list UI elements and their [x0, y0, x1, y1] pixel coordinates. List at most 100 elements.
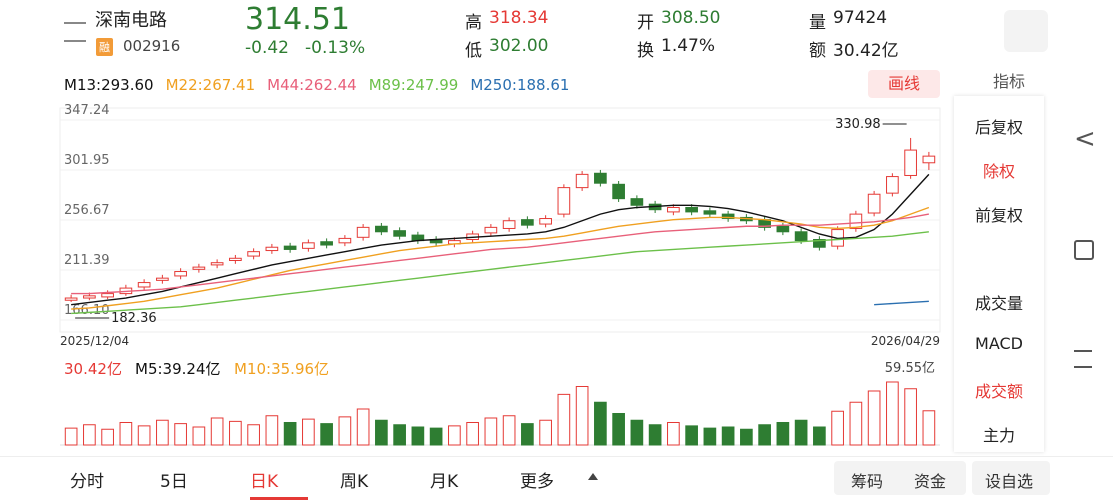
ma-line	[874, 300, 929, 306]
candle-body	[557, 187, 571, 215]
menu-icon[interactable]	[64, 22, 86, 42]
tab-underline	[250, 497, 308, 500]
volume-ma5: M5:39.24亿	[135, 360, 220, 378]
device-button[interactable]	[1004, 10, 1048, 52]
action-button[interactable]: 资金	[914, 472, 947, 491]
volume-bar	[758, 424, 771, 446]
candle-body	[137, 282, 151, 288]
tab[interactable]: 月K	[430, 472, 459, 492]
volume-bar	[429, 427, 443, 446]
volume-bar	[502, 415, 516, 446]
y-tick-label: 301.95	[64, 153, 110, 168]
volume-bar	[904, 388, 917, 446]
candle-body	[813, 239, 826, 248]
volume-bar	[849, 401, 863, 446]
volume-bar	[283, 421, 297, 446]
recent-icon[interactable]	[1074, 350, 1092, 368]
tab[interactable]: 更多	[520, 472, 554, 492]
volume-bar	[156, 419, 169, 446]
candle-body	[174, 271, 187, 277]
candle-body	[594, 172, 607, 184]
candle-body	[247, 251, 260, 257]
side-menu-item[interactable]: 成交额	[974, 382, 1023, 401]
stat-label: 量	[809, 13, 826, 33]
candle-body	[867, 193, 881, 214]
volume-bar	[703, 427, 717, 446]
volume-bar	[612, 412, 625, 446]
home-icon[interactable]	[1074, 240, 1094, 260]
tab-bar: 分时 5日 日K 周K 月K 更多 筹码 资金 设自选	[0, 456, 1113, 501]
x-start-label: 2025/12/04	[60, 334, 129, 348]
volume-bar	[776, 421, 790, 446]
more-arrow	[588, 473, 598, 480]
stock-code: 002916	[123, 37, 181, 55]
tab[interactable]: 5日	[160, 472, 188, 492]
candle-body	[575, 173, 589, 189]
candle-body	[375, 225, 388, 233]
ma-legend: M22:267.41	[166, 76, 256, 94]
action-button[interactable]: 筹码	[851, 472, 884, 491]
candle-body	[630, 198, 644, 206]
side-menu: 后复权除权前复权成交量 MACD 成交额主力	[954, 96, 1044, 452]
candle-body	[302, 242, 315, 249]
stat-value: 308.50	[661, 8, 721, 28]
stat-value: 30.42亿	[833, 41, 899, 61]
candle-body	[393, 230, 406, 237]
volume-bar	[119, 421, 133, 446]
candle-body	[64, 297, 78, 301]
tab[interactable]: 日K	[250, 472, 279, 492]
candle-body	[265, 246, 279, 252]
side-menu-item[interactable]: 主力	[982, 426, 1015, 445]
stat-value: 302.00	[489, 36, 549, 56]
candle-body	[703, 210, 717, 215]
candle-body	[794, 231, 808, 242]
side-menu-item[interactable]: 后复权	[974, 118, 1023, 137]
candle-body	[539, 218, 552, 225]
stat-value: 318.34	[489, 8, 549, 28]
volume-bar	[685, 425, 698, 446]
volume-bar	[794, 419, 808, 446]
draw-button[interactable]: 画线	[868, 70, 940, 98]
volume-ma10: M10:35.96亿	[234, 360, 329, 378]
volume-bar	[813, 426, 826, 446]
candle-body	[776, 225, 790, 233]
candle-body	[667, 206, 680, 213]
volume-bar	[922, 410, 936, 446]
volume-bar	[64, 427, 78, 446]
indicator-button[interactable]: 指标	[993, 72, 1026, 91]
side-menu-item[interactable]: 除权	[982, 162, 1015, 181]
volume-bar	[575, 385, 589, 446]
side-menu-item[interactable]: MACD	[975, 334, 1023, 353]
volume-bar	[539, 419, 552, 446]
candle-body	[721, 213, 735, 220]
volume-bar	[229, 420, 242, 446]
volume-bar	[630, 419, 644, 446]
tab[interactable]: 分时	[70, 472, 104, 492]
volume-bar	[411, 426, 425, 446]
ma-legend: M44:262.44	[267, 76, 357, 94]
stat-value: 1.47%	[661, 36, 716, 56]
volume-bar	[375, 419, 388, 446]
candle-body	[283, 245, 297, 250]
change-pct: -0.13%	[305, 38, 366, 58]
side-menu-item[interactable]: 成交量	[974, 294, 1023, 313]
candle-body	[320, 241, 333, 246]
candle-body	[356, 226, 370, 238]
y-tick-label: 347.24	[64, 103, 110, 118]
y-tick-label: 211.39	[64, 253, 110, 268]
volume-bar	[740, 428, 753, 446]
change: -0.42	[245, 38, 289, 58]
action-button[interactable]: 设自选	[985, 472, 1034, 491]
candle-body	[502, 220, 516, 229]
volume-bar	[484, 417, 498, 446]
candle-body	[521, 219, 534, 226]
volume-bar	[648, 424, 662, 446]
volume-bar	[594, 401, 607, 446]
back-icon[interactable]: <	[1074, 124, 1096, 154]
tab[interactable]: 周K	[340, 472, 369, 492]
candle-body	[904, 149, 917, 176]
badge: 融	[96, 38, 113, 56]
side-menu-item[interactable]: 前复权	[974, 206, 1023, 225]
candle-body	[849, 213, 863, 229]
volume-bar	[886, 381, 899, 446]
